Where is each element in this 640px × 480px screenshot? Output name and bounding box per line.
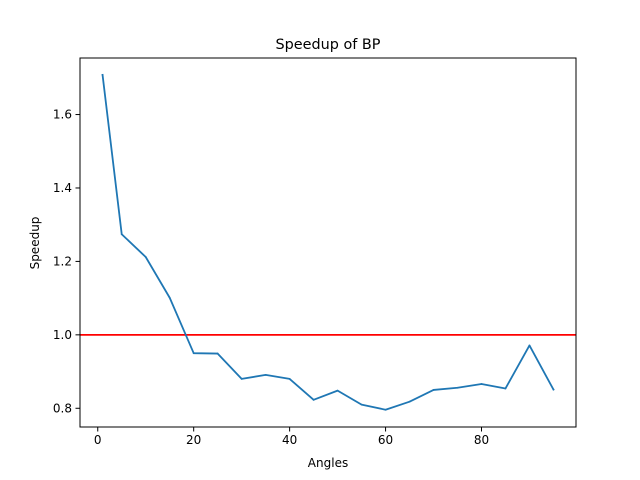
data-point: [288, 378, 291, 380]
y-tick-label: 1.4: [53, 181, 72, 195]
data-point: [120, 233, 123, 236]
x-axis-label: Angles: [308, 456, 348, 470]
data-point: [192, 352, 195, 355]
data-point: [528, 344, 531, 347]
data-point: [240, 378, 243, 380]
x-tick-label: 60: [378, 433, 393, 447]
axes-frame: [79, 57, 577, 428]
data-point: [456, 386, 459, 389]
data-point: [432, 389, 435, 391]
y-tick-label: 0.8: [53, 401, 72, 415]
x-tick-label: 0: [94, 433, 102, 447]
data-point: [408, 400, 411, 403]
y-tick-label: 1.6: [53, 108, 72, 122]
data-point: [312, 398, 315, 401]
plot-area: [80, 58, 576, 427]
y-axis-label: Speedup: [28, 217, 42, 270]
x-tick-label: 40: [282, 433, 297, 447]
data-point: [552, 388, 555, 391]
data-point: [144, 256, 147, 258]
data-point: [336, 389, 339, 392]
series-layer: [101, 73, 555, 411]
y-tick-label: 1.0: [53, 328, 72, 342]
chart-title: Speedup of BP: [276, 37, 381, 53]
data-point: [504, 387, 507, 390]
data-point: [360, 403, 363, 406]
data-point: [101, 73, 104, 76]
data-point: [168, 296, 171, 299]
data-point: [384, 408, 387, 411]
y-tick-label: 1.2: [53, 255, 72, 269]
data-point: [264, 373, 267, 376]
data-point: [216, 352, 219, 355]
series-line: [101, 73, 555, 411]
data-point: [480, 383, 483, 385]
plot-background: [80, 58, 576, 427]
x-tick-label: 20: [186, 433, 201, 447]
x-tick-label: 80: [474, 433, 489, 447]
axes-layer: 0 20 40 60 80 0.8 1.0 1.2 1.4 1.6: [53, 57, 577, 447]
